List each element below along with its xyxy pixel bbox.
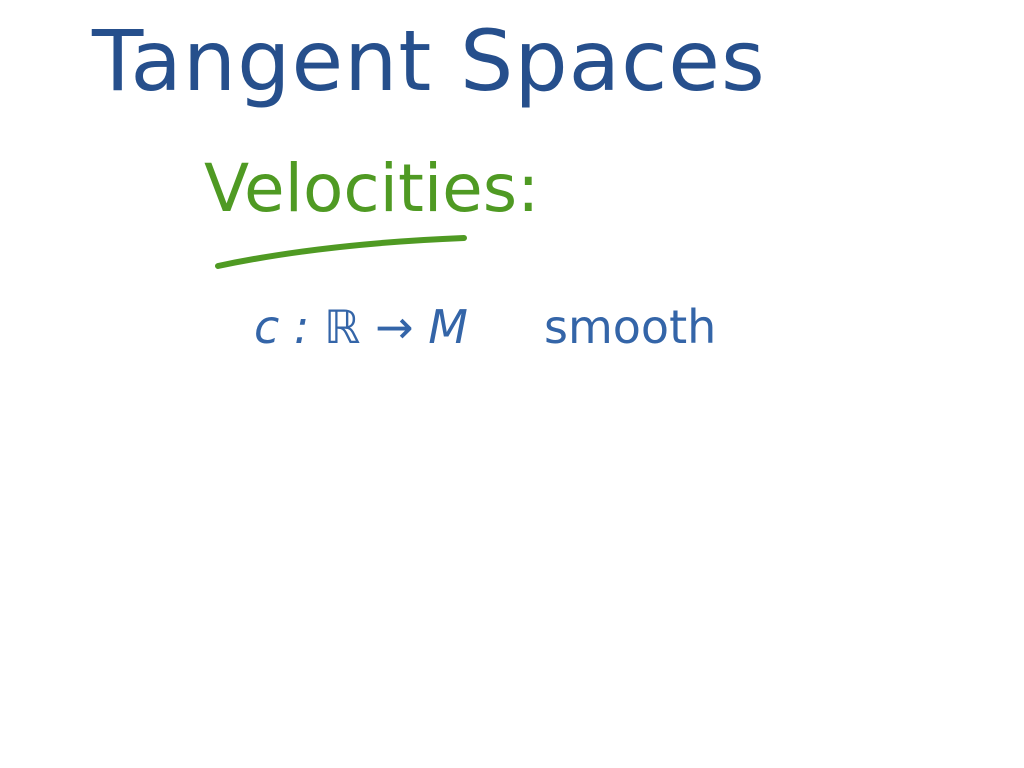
smooth-qualifier: smooth <box>544 300 717 354</box>
heading-underline <box>215 235 467 269</box>
map-expression: c : ℝ → M <box>254 300 468 354</box>
section-heading: Velocities: <box>204 150 540 227</box>
page-title: Tangent Spaces <box>92 12 766 110</box>
